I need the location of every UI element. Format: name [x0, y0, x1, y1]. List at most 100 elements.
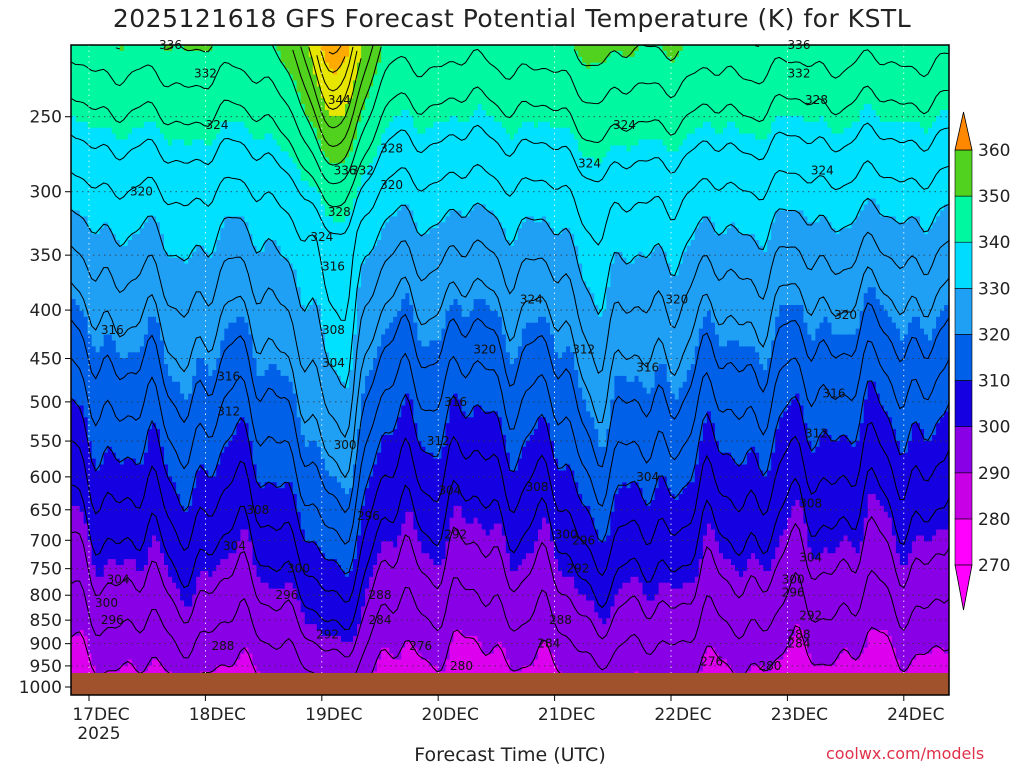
contour-label-23: 308: [322, 323, 345, 337]
colorbar-label-270: 270: [978, 556, 1010, 576]
contour-line-340: [115, 45, 760, 166]
colorbar-label-320: 320: [978, 325, 1010, 345]
plot-frame: [70, 44, 950, 696]
y-tick-label-750: 750: [30, 560, 62, 580]
contour-line-292: [71, 466, 949, 631]
y-tick-label-250: 250: [30, 108, 62, 128]
contour-label-51: 280: [758, 659, 781, 673]
contour-label-60: 304: [799, 551, 822, 565]
contour-label-35: 324: [520, 293, 543, 307]
contour-label-43: 292: [566, 562, 589, 576]
contour-label-9: 304: [107, 573, 130, 587]
contour-line-332: [71, 85, 949, 208]
contour-line-348: [300, 46, 362, 129]
contour-label-48: 304: [636, 470, 659, 484]
contour-label-65: 284: [788, 637, 811, 651]
y-tick-label-600: 600: [30, 468, 62, 488]
contour-label-53: 332: [788, 66, 811, 80]
contour-line-364: [328, 45, 342, 55]
contour-label-8: 304: [223, 539, 246, 553]
contour-label-4: 316: [101, 323, 124, 337]
contour-label-11: 296: [101, 613, 124, 627]
y-tick-label-500: 500: [30, 393, 62, 413]
contour-line-324: [71, 160, 949, 321]
contour-line-336: [71, 48, 949, 185]
ground-layer: [71, 673, 949, 695]
colorbar-high-arrow: [954, 111, 973, 151]
contour-label-39: 324: [578, 156, 601, 170]
colorbar-label-310: 310: [978, 372, 1010, 392]
contour-line-300: [71, 380, 949, 575]
contour-label-15: 288: [211, 639, 234, 653]
contour-label-64: 288: [788, 627, 811, 641]
colorbar-swatch-340: [954, 195, 973, 243]
contour-label-34: 320: [473, 342, 496, 356]
contour-label-56: 320: [834, 308, 857, 322]
colorbar-label-280: 280: [978, 510, 1010, 530]
contour-line-308: [71, 302, 949, 514]
contour-label-24: 304: [322, 356, 345, 370]
contour-label-16: 344: [328, 93, 351, 107]
contour-label-17: 336: [334, 164, 357, 178]
contour-label-55: 324: [811, 164, 834, 178]
x-tick-label-19DEC: 19DEC: [305, 705, 362, 725]
contour-label-13: 296: [275, 588, 298, 602]
contour-label-40: 312: [572, 342, 595, 356]
contour-line-312: [71, 266, 949, 479]
colorbar-label-300: 300: [978, 418, 1010, 438]
contour-label-44: 288: [549, 613, 572, 627]
contour-label-10: 300: [95, 596, 118, 610]
contour-label-59: 308: [799, 496, 822, 510]
colorbar-swatch-320: [954, 287, 973, 335]
colorbar-low-arrow: [954, 564, 973, 611]
colorbar-label-340: 340: [978, 233, 1010, 253]
contour-line-356: [316, 46, 354, 92]
y-tick-label-400: 400: [30, 301, 62, 321]
x-tick-label-24DEC: 24DEC: [887, 705, 944, 725]
y-tick-label-700: 700: [30, 531, 62, 551]
contour-label-5: 316: [217, 369, 240, 383]
contour-line-280: [71, 625, 949, 688]
contour-line-352: [308, 46, 358, 110]
contour-label-2: 324: [206, 118, 229, 132]
contour-label-33: 316: [444, 395, 467, 409]
contour-label-41: 300: [555, 527, 578, 541]
x-tick-label-20DEC: 20DEC: [422, 705, 479, 725]
colorbar-swatch-300: [954, 380, 973, 428]
contour-label-26: 296: [357, 509, 380, 523]
contour-label-1: 332: [194, 66, 217, 80]
contour-line-328: [71, 122, 949, 235]
contour-line-296: [71, 421, 949, 603]
y-tick-label-900: 900: [30, 635, 62, 655]
contour-label-50: 276: [700, 655, 723, 669]
site-credit[interactable]: coolwx.com/models: [826, 744, 984, 763]
contour-label-42: 296: [572, 533, 595, 547]
colorbar-label-330: 330: [978, 279, 1010, 299]
contour-label-21: 324: [310, 230, 333, 244]
y-tick-label-350: 350: [30, 246, 62, 266]
contour-line-288: [71, 516, 949, 658]
colorbar-label-290: 290: [978, 464, 1010, 484]
contour-label-32: 312: [427, 434, 450, 448]
colorbar-swatch-290: [954, 426, 973, 474]
colorbar-swatch-310: [954, 334, 973, 381]
contour-label-57: 316: [823, 387, 846, 401]
x-tick-label-21DEC: 21DEC: [538, 705, 595, 725]
x-tick-label-18DEC: 18DEC: [189, 705, 246, 725]
y-tick-label-850: 850: [30, 611, 62, 631]
contour-line-320: [71, 197, 949, 389]
contour-label-29: 276: [409, 639, 432, 653]
contour-label-7: 308: [246, 503, 269, 517]
contour-label-20: 328: [328, 205, 351, 219]
contour-line-344: [292, 45, 374, 148]
contour-label-61: 300: [782, 573, 805, 587]
contour-label-63: 292: [799, 608, 822, 622]
y-tick-label-1000: 1000: [19, 678, 62, 698]
colorbar-swatch-270: [954, 518, 973, 566]
y-tick-label-800: 800: [30, 586, 62, 606]
contour-label-18: 332: [351, 164, 374, 178]
contour-label-6: 312: [217, 405, 240, 419]
colorbar-swatch-280: [954, 472, 973, 520]
y-tick-label-450: 450: [30, 350, 62, 370]
